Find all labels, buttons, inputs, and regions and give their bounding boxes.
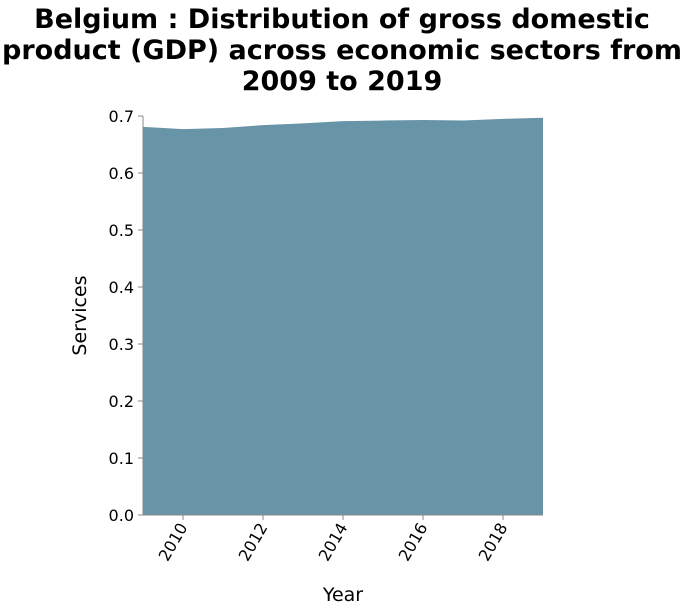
x-tick-label: 2014 (315, 520, 352, 565)
x-tick-label: 2016 (395, 520, 432, 565)
y-tick-label: 0.7 (109, 107, 134, 126)
y-tick-label: 0.1 (109, 449, 134, 468)
y-tick-label: 0.4 (109, 278, 134, 297)
chart-title-line-3: 2009 to 2019 (241, 66, 443, 97)
x-tick-label: 2018 (475, 520, 512, 565)
x-tick-label: 2010 (155, 520, 192, 565)
chart-title-line-1: Belgium : Distribution of gross domestic (34, 4, 650, 35)
y-tick-label: 0.2 (109, 392, 134, 411)
plot-area (143, 117, 543, 516)
y-tick-label: 0.0 (109, 506, 134, 525)
y-tick-label: 0.6 (109, 164, 134, 183)
chart-title-line-2: product (GDP) across economic sectors fr… (2, 35, 682, 66)
y-tick-label: 0.5 (109, 221, 134, 240)
x-tick-label: 2012 (235, 520, 272, 565)
y-axis-title: Services (69, 275, 91, 355)
y-tick-label: 0.3 (109, 335, 134, 354)
services-area (143, 117, 543, 516)
x-axis-title: Year (322, 584, 363, 606)
chart-title: Belgium : Distribution of gross domestic… (0, 4, 684, 97)
